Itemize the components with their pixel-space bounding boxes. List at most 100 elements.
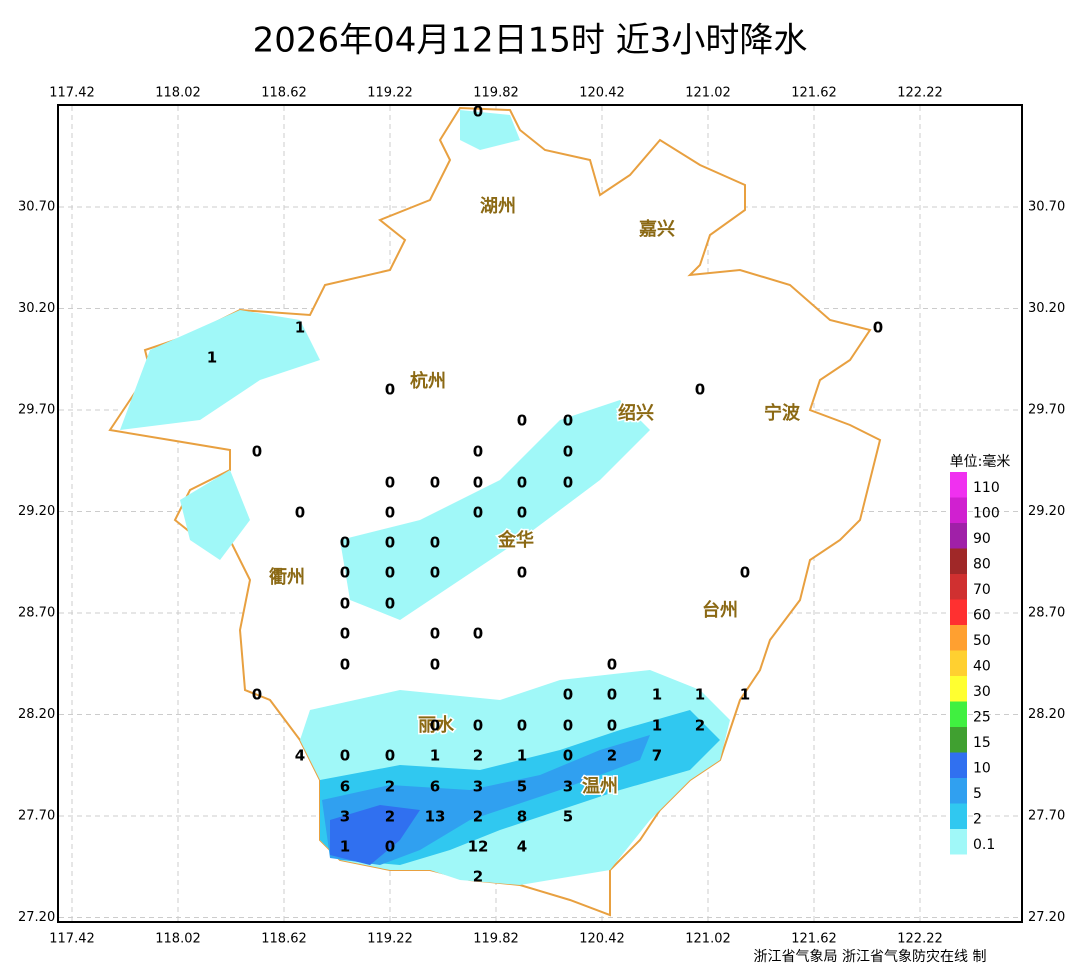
station-value: 0: [295, 504, 305, 522]
station-value: 0: [252, 686, 262, 704]
station-value: 3: [563, 778, 573, 796]
station-value: 3: [473, 778, 483, 796]
x-tick-label: 122.22: [897, 932, 943, 947]
station-value: 1: [340, 838, 350, 856]
y-tick-label: 27.70: [18, 809, 55, 824]
city-label: 杭州: [410, 370, 446, 392]
station-value: 1: [652, 717, 662, 735]
station-value: 7: [652, 747, 662, 765]
station-value: 0: [340, 747, 350, 765]
station-value: 0: [740, 564, 750, 582]
station-value: 2: [473, 747, 483, 765]
city-label: 宁波: [764, 402, 801, 424]
station-value: 0: [695, 381, 705, 399]
legend-label: 90: [973, 531, 991, 547]
y-tick-label: 29.20: [18, 504, 55, 519]
legend-label: 60: [973, 608, 991, 624]
station-value: 0: [873, 319, 883, 337]
city-label: 台州: [702, 599, 738, 621]
rain-areas: [120, 110, 730, 885]
station-value: 1: [517, 747, 527, 765]
y-tick-label: 28.70: [18, 606, 55, 621]
y-tick-label: 30.20: [18, 301, 55, 316]
station-value: 0: [563, 686, 573, 704]
station-value: 12: [468, 838, 489, 856]
station-value: 2: [695, 717, 705, 735]
legend-label: 30: [973, 684, 991, 700]
y-tick-label: 27.20: [1028, 910, 1065, 925]
station-value: 0: [517, 717, 527, 735]
y-tick-label: 27.70: [1028, 809, 1065, 824]
y-tick-label: 28.70: [1028, 606, 1065, 621]
station-value: 0: [385, 595, 395, 613]
x-tick-label: 118.02: [155, 86, 201, 101]
x-tick-label: 119.82: [473, 86, 519, 101]
legend-label: 40: [973, 659, 991, 675]
legend-label: 110: [973, 480, 1000, 496]
station-value: 3: [340, 808, 350, 826]
station-value: 0: [385, 838, 395, 856]
city-label: 衢州: [269, 566, 305, 588]
x-tick-label: 118.02: [155, 932, 201, 947]
city-label: 温州: [582, 776, 618, 797]
y-tick-label: 28.20: [18, 707, 55, 722]
station-value: 2: [473, 808, 483, 826]
x-tick-label: 117.42: [49, 86, 95, 101]
y-tick-label: 30.70: [1028, 200, 1065, 215]
station-value: 0: [385, 504, 395, 522]
legend-swatch: [950, 829, 967, 855]
station-value: 2: [385, 778, 395, 796]
station-value: 0: [473, 504, 483, 522]
station-value: 6: [430, 778, 440, 796]
footer: 浙江省气象局 浙江省气象防灾在线 制: [754, 948, 987, 965]
station-value: 2: [473, 868, 483, 886]
title: 2026年04月12日15时 近3小时降水: [253, 21, 808, 61]
station-value: 0: [340, 656, 350, 674]
x-tick-label: 120.42: [579, 86, 625, 101]
station-value: 0: [517, 504, 527, 522]
station-value: 1: [740, 686, 750, 704]
x-tick-label: 121.02: [685, 86, 731, 101]
station-value: 0: [563, 474, 573, 492]
x-tick-label: 118.62: [261, 932, 307, 947]
station-value: 6: [340, 778, 350, 796]
legend-swatch: [950, 727, 967, 753]
station-value: 0: [340, 595, 350, 613]
legend-swatch: [950, 472, 967, 498]
station-value: 0: [563, 443, 573, 461]
legend-swatch: [950, 701, 967, 727]
x-tick-label: 118.62: [261, 86, 307, 101]
station-value: 0: [563, 747, 573, 765]
legend-swatch: [950, 803, 967, 829]
legend-swatch: [950, 548, 967, 574]
x-tick-label: 119.82: [473, 932, 519, 947]
legend-label: 50: [973, 633, 991, 649]
station-value: 0: [473, 474, 483, 492]
station-value: 0: [430, 564, 440, 582]
city-label: 嘉兴: [638, 219, 675, 240]
x-tick-label: 120.42: [579, 932, 625, 947]
x-tick-label: 119.22: [367, 86, 413, 101]
station-value: 13: [425, 808, 446, 826]
station-value: 0: [563, 412, 573, 430]
x-tick-label: 119.22: [367, 932, 413, 947]
legend-swatch: [950, 625, 967, 651]
station-value: 4: [295, 747, 305, 765]
station-value: 1: [652, 686, 662, 704]
station-value: 0: [517, 564, 527, 582]
legend-label: 80: [973, 557, 991, 573]
legend-label: 2: [973, 812, 982, 828]
legend-label: 10: [973, 761, 991, 777]
y-tick-label: 27.20: [18, 910, 55, 925]
station-value: 0: [517, 474, 527, 492]
legend-label: 0.1: [973, 837, 995, 853]
station-value: 2: [607, 747, 617, 765]
x-tick-label: 117.42: [49, 932, 95, 947]
station-value: 0: [340, 625, 350, 643]
y-tick-label: 28.20: [1028, 707, 1065, 722]
station-value: 0: [563, 717, 573, 735]
station-value: 5: [563, 808, 573, 826]
station-value: 0: [385, 564, 395, 582]
legend-swatch: [950, 778, 967, 804]
station-value: 0: [340, 534, 350, 552]
